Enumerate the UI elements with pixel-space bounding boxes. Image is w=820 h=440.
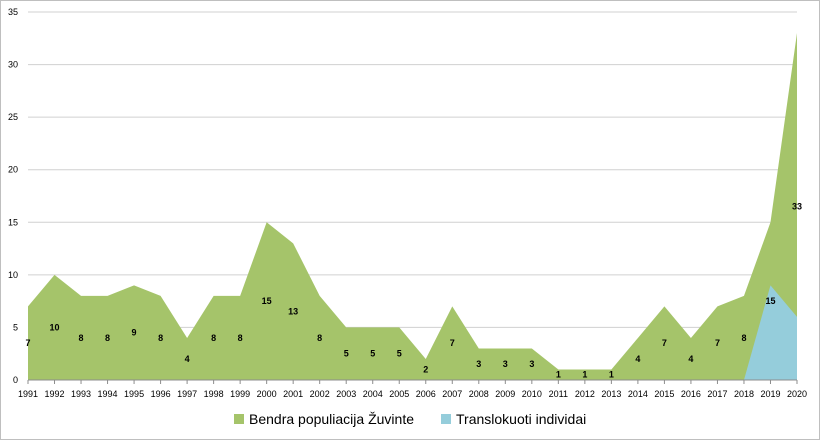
x-tick-label: 1996	[151, 389, 171, 399]
data-label: 3	[476, 359, 481, 369]
x-tick-label: 2019	[760, 389, 780, 399]
data-label: 9	[132, 328, 137, 338]
x-tick-label: 2014	[628, 389, 648, 399]
legend-swatch-translokuoti-individai	[441, 414, 451, 424]
x-tick-label: 2006	[416, 389, 436, 399]
x-tick-label: 1999	[230, 389, 250, 399]
data-label: 1	[609, 370, 614, 380]
x-tick-label: 2010	[522, 389, 542, 399]
data-label: 8	[317, 333, 322, 343]
x-tick-label: 2016	[681, 389, 701, 399]
legend-label-bendra-populiacija: Bendra populiacija Žuvinte	[249, 411, 414, 427]
data-label: 7	[450, 338, 455, 348]
x-tick-label: 1991	[18, 389, 38, 399]
x-tick-label: 2004	[363, 389, 383, 399]
y-tick-label: 35	[8, 7, 18, 17]
legend-swatch-bendra-populiacija	[234, 414, 244, 424]
data-label: 15	[765, 296, 775, 306]
x-tick-label: 1997	[177, 389, 197, 399]
data-label: 3	[529, 359, 534, 369]
data-label: 8	[79, 333, 84, 343]
data-label: 13	[288, 307, 298, 317]
y-tick-label: 20	[8, 165, 18, 175]
y-tick-label: 30	[8, 60, 18, 70]
x-tick-label: 2003	[336, 389, 356, 399]
x-tick-label: 2011	[549, 389, 568, 399]
x-tick-label: 2017	[707, 389, 727, 399]
y-tick-label: 15	[8, 217, 18, 227]
data-label: 4	[185, 354, 190, 364]
data-label: 7	[25, 338, 30, 348]
x-tick-label: 2020	[787, 389, 807, 399]
x-tick-label: 1993	[71, 389, 91, 399]
data-label: 10	[50, 322, 60, 332]
data-label: 5	[370, 349, 375, 359]
x-tick-label: 1998	[204, 389, 224, 399]
legend: Bendra populiacija Žuvinte Translokuoti …	[234, 411, 586, 427]
x-tick-label: 1992	[45, 389, 65, 399]
x-tick-label: 1995	[124, 389, 144, 399]
data-label: 8	[211, 333, 216, 343]
data-label: 7	[715, 338, 720, 348]
data-label: 33	[792, 202, 802, 212]
y-tick-label: 25	[8, 112, 18, 122]
x-tick-label: 2013	[601, 389, 621, 399]
x-tick-label: 2008	[469, 389, 489, 399]
series-areas	[28, 33, 797, 381]
data-label: 8	[741, 333, 746, 343]
data-label: 7	[662, 338, 667, 348]
x-tick-label: 2002	[310, 389, 330, 399]
series-area-1	[28, 33, 797, 381]
y-tick-label: 10	[8, 270, 18, 280]
x-tick-label: 2015	[654, 389, 674, 399]
x-tick-label: 2005	[389, 389, 409, 399]
data-label: 2	[423, 364, 428, 374]
y-tick-label: 5	[13, 322, 18, 332]
x-tick-label: 1994	[98, 389, 118, 399]
data-label: 15	[262, 296, 272, 306]
data-label: 5	[344, 349, 349, 359]
x-tick-label: 2018	[734, 389, 754, 399]
x-tick-label: 2009	[495, 389, 515, 399]
legend-label-translokuoti-individai: Translokuoti individai	[456, 411, 586, 427]
x-tick-label: 2000	[257, 389, 277, 399]
data-label: 8	[238, 333, 243, 343]
data-label: 8	[158, 333, 163, 343]
y-tick-label: 0	[13, 375, 18, 385]
data-label: 8	[105, 333, 110, 343]
x-tick-labels: 1991 1992 1993 1994 1995 1996 1997 1998 1999 2000…	[18, 389, 807, 399]
series-area-2	[743, 285, 797, 380]
data-label: 4	[635, 354, 640, 364]
x-tick-label: 2007	[442, 389, 462, 399]
data-label: 3	[503, 359, 508, 369]
data-label: 1	[556, 370, 561, 380]
axes	[27, 379, 798, 384]
data-label: 1	[582, 370, 587, 380]
y-tick-labels: 0 5 10 15 20 25 30 35	[8, 7, 18, 385]
x-tick-label: 2012	[575, 389, 595, 399]
data-label: 5	[397, 349, 402, 359]
x-tick-label: 2001	[283, 389, 303, 399]
data-label: 4	[688, 354, 693, 364]
